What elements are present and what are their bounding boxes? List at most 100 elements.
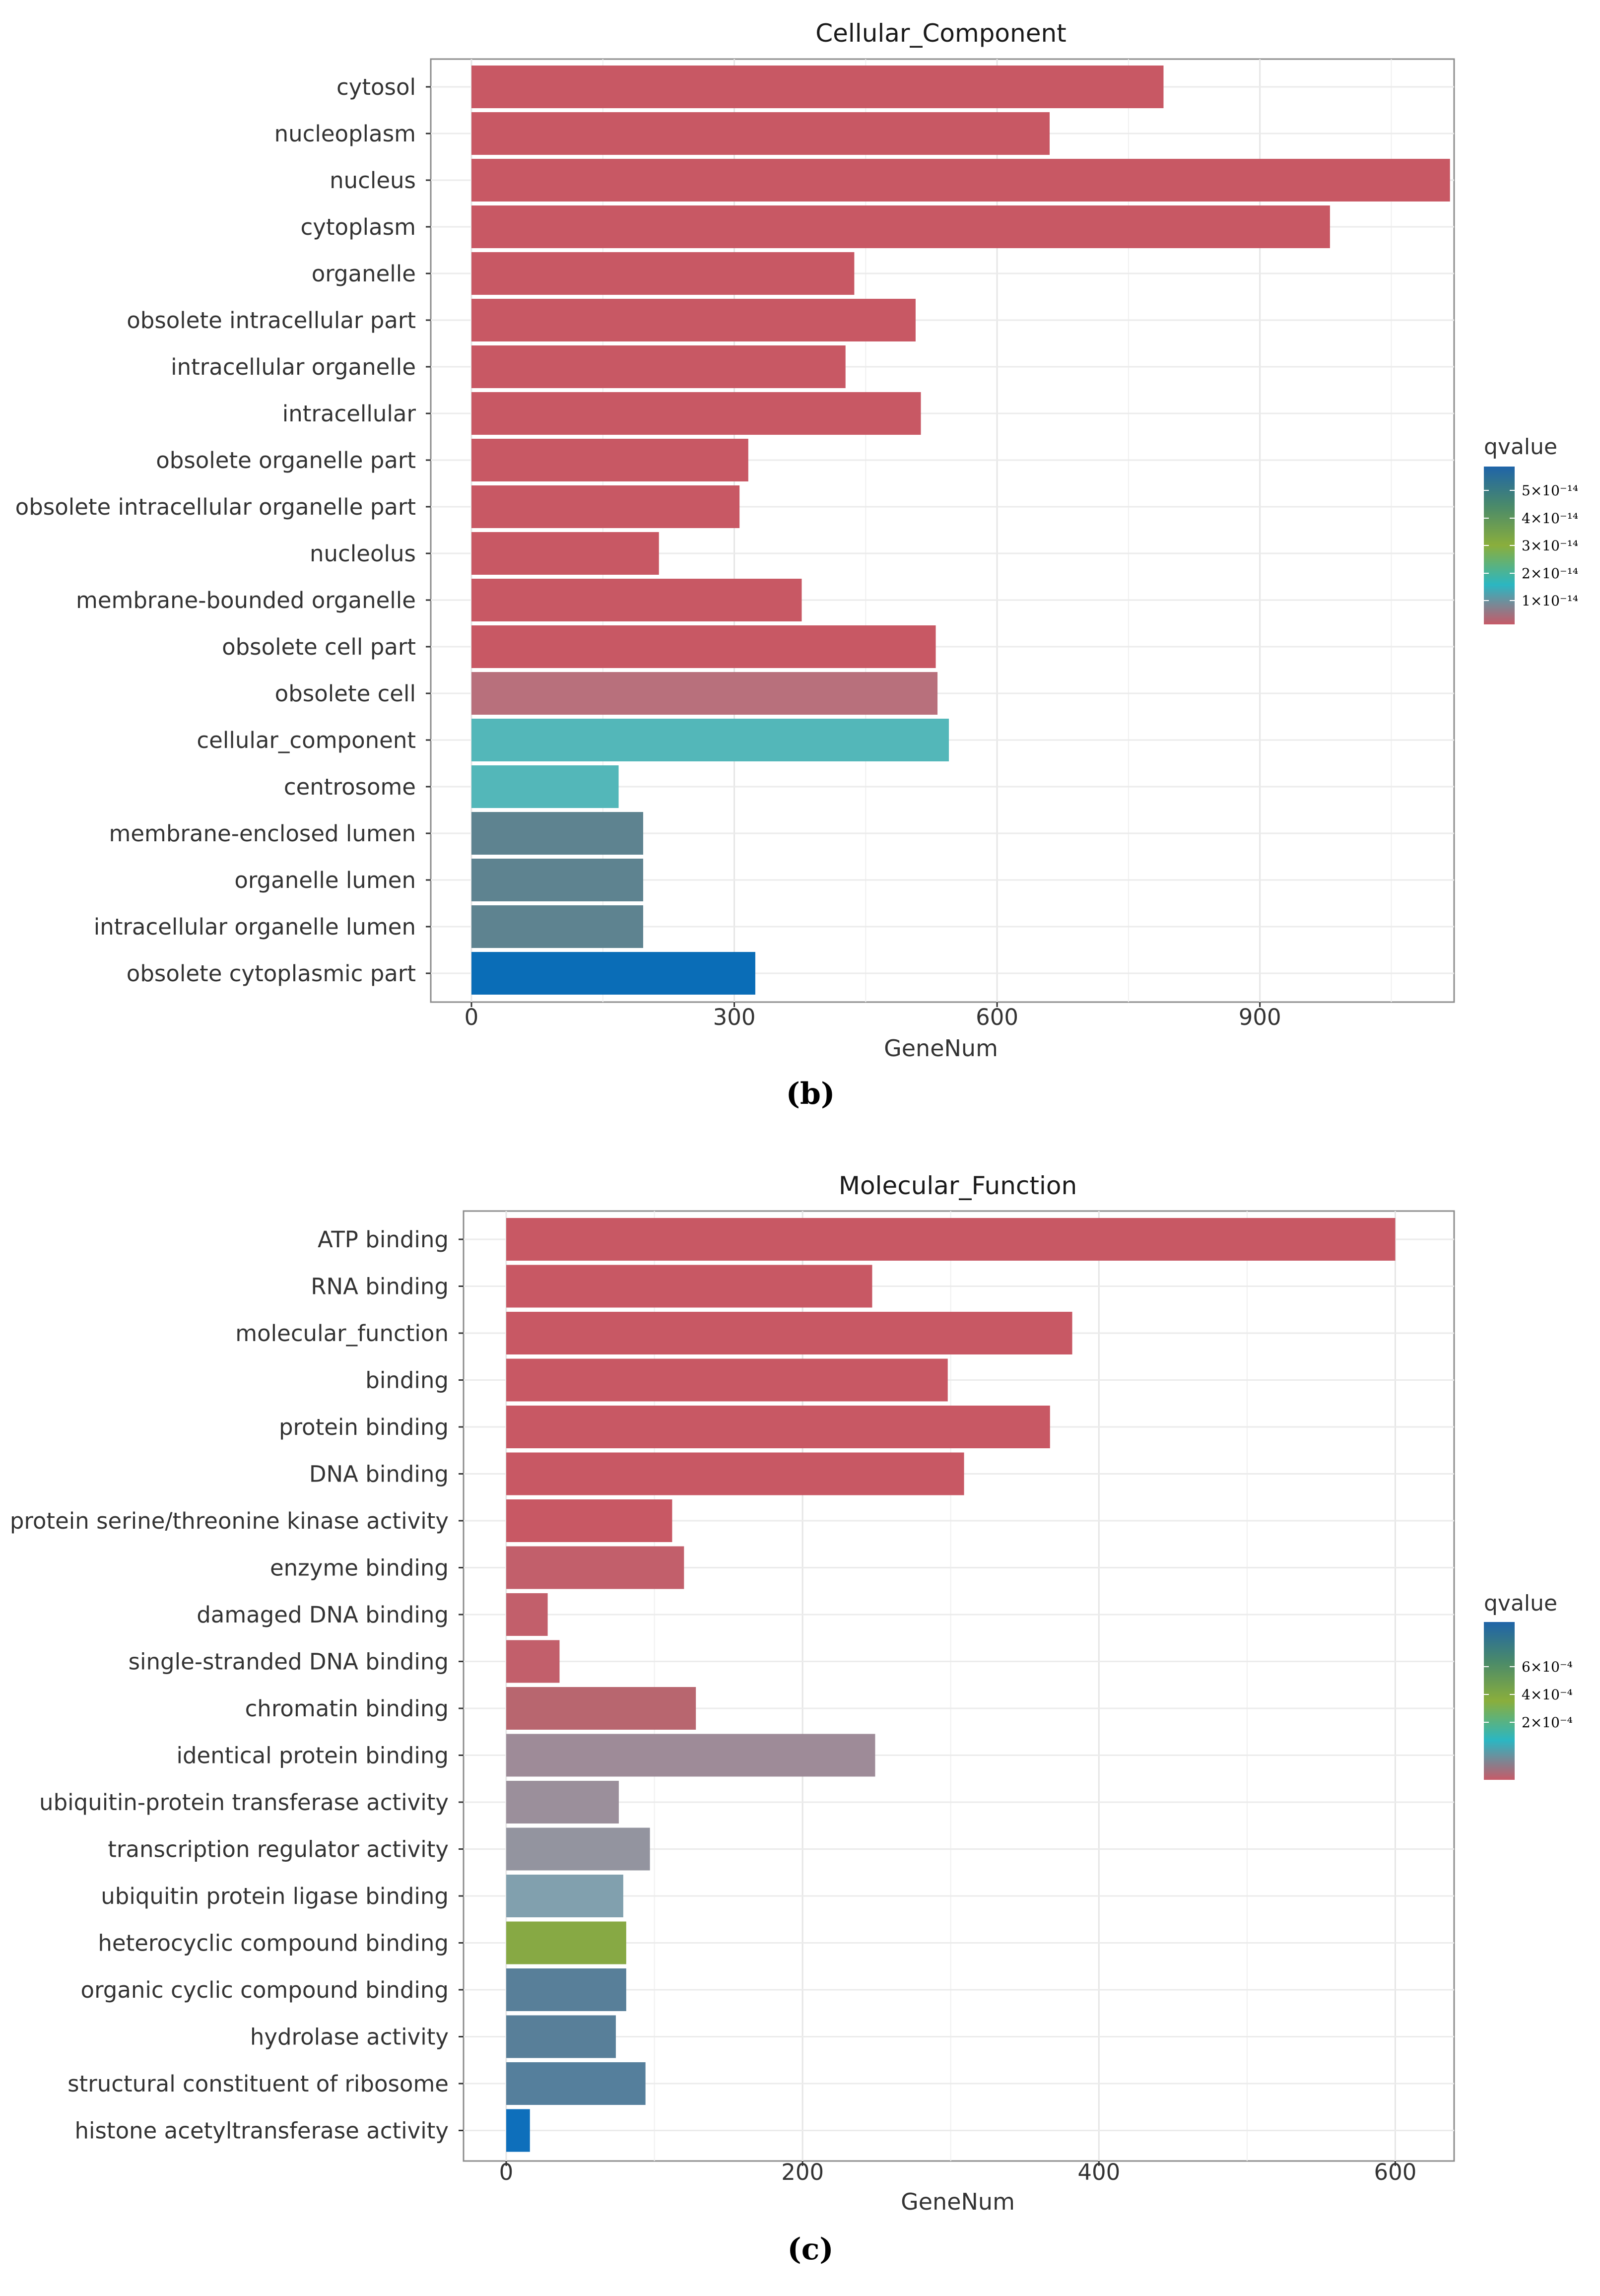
legend-colorbar [1484, 467, 1515, 624]
category-label: ubiquitin protein ligase binding [101, 1883, 449, 1909]
bars [506, 1218, 1396, 2152]
category-label: transcription regulator activity [108, 1836, 449, 1863]
category-label: intracellular organelle [171, 354, 416, 380]
category-label: obsolete intracellular organelle part [15, 494, 416, 520]
bar-dna-binding [506, 1452, 964, 1495]
x-axis-label: GeneNum [901, 2188, 1015, 2215]
bar-obsolete-organelle-part [471, 439, 748, 481]
bar-heterocyclic-compound-binding [506, 1921, 626, 1964]
legend-title: qvalue [1484, 1591, 1557, 1616]
panel-label: (c) [787, 2232, 833, 2267]
category-label: RNA binding [311, 1274, 449, 1300]
bar-centrosome [471, 765, 619, 808]
x-tick-label: 400 [1077, 2159, 1120, 2185]
category-label: protein serine/threonine kinase activity [10, 1508, 449, 1534]
bar-structural-constituent-of-ribosome [506, 2062, 646, 2105]
bar-ubiquitin-protein-ligase-binding [506, 1875, 623, 1917]
bar-rna-binding [506, 1265, 872, 1308]
category-labels: cytosol nucleoplasm nucleus cytoplasm organe… [15, 74, 431, 987]
category-label: obsolete cell [275, 680, 416, 707]
category-label: identical protein binding [176, 1743, 449, 1769]
legend-tick-label: 4×10⁻¹⁴ [1522, 510, 1578, 527]
bar-chromatin-binding [506, 1687, 696, 1730]
legend-colorbar [1484, 1622, 1515, 1780]
category-label: organic cyclic compound binding [81, 1977, 449, 2003]
category-label: obsolete organelle part [156, 447, 416, 473]
cellular-component-chart: Cellular_Component cytosol nucleoplasm nuc… [15, 19, 1578, 1111]
chart-title: Cellular_Component [815, 19, 1067, 48]
bar-nucleoplasm [471, 112, 1050, 155]
bar-molecular-function [506, 1312, 1072, 1354]
bar-obsolete-intracellular-part [471, 299, 916, 341]
bar-intracellular-organelle-lumen [471, 905, 643, 948]
category-label: obsolete intracellular part [127, 307, 416, 334]
bar-enzyme-binding [506, 1546, 684, 1589]
category-label: histone acetyltransferase activity [74, 2118, 449, 2144]
x-tick-label: 200 [781, 2159, 824, 2185]
category-label: intracellular organelle lumen [94, 914, 416, 940]
bar-atp-binding [506, 1218, 1396, 1261]
x-tick-label: 300 [713, 1004, 756, 1030]
bar-protein-binding [506, 1406, 1050, 1448]
bar-obsolete-cytoplasmic-part [471, 952, 755, 995]
bar-single-stranded-dna-binding [506, 1640, 560, 1683]
category-label: nucleus [330, 167, 416, 194]
bar-protein-serine-threonine-kinase-activity [506, 1499, 672, 1542]
category-label: chromatin binding [245, 1695, 449, 1722]
legend-tick-label: 4×10⁻⁴ [1522, 1687, 1573, 1703]
category-label: cytosol [336, 74, 416, 100]
chart-title: Molecular_Function [839, 1171, 1077, 1200]
legend-title: qvalue [1484, 434, 1557, 460]
category-label: binding [365, 1367, 449, 1394]
category-label: structural constituent of ribosome [67, 2071, 449, 2097]
category-label: organelle [312, 261, 416, 287]
legend-tick-label: 2×10⁻⁴ [1522, 1714, 1573, 1731]
bar-binding [506, 1358, 948, 1402]
category-label: single-stranded DNA binding [129, 1649, 449, 1675]
bar-nucleus [471, 159, 1450, 202]
category-label: nucleoplasm [274, 121, 416, 147]
bar-damaged-dna-binding [506, 1593, 548, 1636]
category-label: protein binding [279, 1414, 449, 1440]
bar-hydrolase-activity [506, 2015, 616, 2058]
bar-obsolete-cell-part [471, 625, 936, 668]
x-tick-label: 600 [1374, 2159, 1416, 2185]
category-label: centrosome [284, 774, 416, 800]
qvalue-legend: qvalue 6×10⁻⁴ 4×10⁻⁴ 2×10⁻⁴ [1484, 1591, 1573, 1780]
category-label: membrane-bounded organelle [76, 587, 416, 613]
category-label: nucleolus [310, 540, 416, 567]
bar-ubiquitin-protein-transferase-activity [506, 1781, 619, 1823]
bar-cytoplasm [471, 205, 1330, 248]
bar-histone-acetyltransferase-activity [506, 2109, 530, 2152]
category-label: obsolete cytoplasmic part [127, 960, 416, 987]
category-label: organelle lumen [234, 867, 416, 893]
category-label: heterocyclic compound binding [98, 1930, 449, 1957]
category-label: hydrolase activity [250, 2024, 449, 2050]
category-label: cellular_component [197, 727, 416, 753]
bar-intracellular [471, 392, 921, 435]
category-label: DNA binding [309, 1461, 449, 1487]
x-tick-label: 600 [976, 1004, 1018, 1030]
x-axis-ticks: 0 300 600 900 [465, 1002, 1281, 1030]
panel-label: (b) [786, 1077, 835, 1111]
bar-intracellular-organelle [471, 345, 846, 388]
x-axis-ticks: 0 200 400 600 [499, 2159, 1417, 2185]
bar-obsolete-intracellular-organelle-part [471, 485, 740, 528]
bar-cellular-component [471, 719, 949, 761]
x-tick-label: 0 [499, 2159, 514, 2185]
bar-cytosol [471, 66, 1164, 108]
category-label: cytoplasm [301, 214, 416, 240]
legend-tick-label: 1×10⁻¹⁴ [1522, 593, 1578, 609]
bar-obsolete-cell [471, 672, 938, 715]
bars [471, 66, 1450, 995]
x-tick-label: 900 [1239, 1004, 1281, 1030]
bar-organelle-lumen [471, 859, 643, 901]
molecular-function-chart: Molecular_Function ATP binding RNA bindin… [10, 1171, 1573, 2267]
bar-transcription-regulator-activity [506, 1827, 650, 1871]
x-axis-label: GeneNum [884, 1035, 998, 1062]
legend-tick-label: 6×10⁻⁴ [1522, 1659, 1573, 1675]
category-label: ubiquitin-protein transferase activity [39, 1789, 449, 1816]
qvalue-legend: qvalue 5×10⁻¹⁴ 4×10⁻¹⁴ 3×10⁻¹⁴ 2×10⁻¹⁴ 1×10⁻… [1484, 434, 1578, 624]
bar-membrane-bounded-organelle [471, 579, 802, 621]
